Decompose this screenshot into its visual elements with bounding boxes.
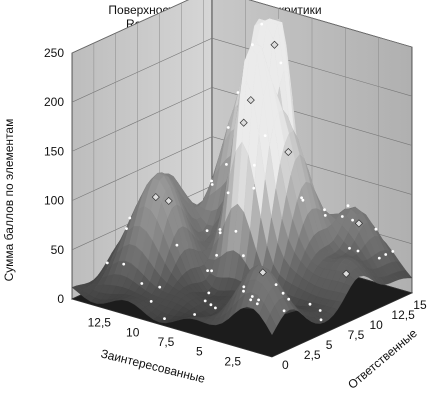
tick-labels: 0 50 100 150 200 250 2,5 5 7,5 10 12,5 0 2,5 5 7,5 10 12… xyxy=(44,46,427,372)
data-point xyxy=(377,256,381,260)
y-tick-label: 10 xyxy=(370,318,384,332)
data-point xyxy=(149,300,153,303)
data-point xyxy=(260,22,264,26)
data-point xyxy=(158,285,162,289)
data-point xyxy=(242,254,245,258)
data-point xyxy=(140,282,144,285)
z-tick-label: 200 xyxy=(44,95,64,109)
data-point xyxy=(318,309,322,312)
surface-cell xyxy=(265,313,277,336)
data-point xyxy=(236,91,240,94)
data-point xyxy=(391,250,395,253)
data-point xyxy=(210,269,214,273)
y-tick-label: 12,5 xyxy=(391,308,415,322)
data-point xyxy=(193,313,197,316)
data-point xyxy=(252,186,256,190)
peak-marker xyxy=(284,147,293,157)
x-tick-label: 12,5 xyxy=(88,316,112,330)
data-point xyxy=(218,231,222,235)
data-point xyxy=(251,43,254,47)
data-point xyxy=(252,163,256,167)
z-axis-label: Сумма баллов по элементам xyxy=(2,119,16,282)
peak-marker xyxy=(354,219,363,228)
data-point xyxy=(203,299,207,303)
data-point xyxy=(282,309,286,313)
x-tick-label: 10 xyxy=(126,325,140,339)
data-point xyxy=(163,317,166,320)
y-tick-label: 15 xyxy=(413,298,427,312)
data-point xyxy=(125,227,128,231)
data-point xyxy=(301,198,305,202)
peak-marker xyxy=(270,40,279,49)
data-point xyxy=(215,253,219,257)
data-point xyxy=(105,261,109,265)
data-points xyxy=(105,22,395,322)
z-tick-label: 150 xyxy=(44,144,64,158)
y-tick-label: 2,5 xyxy=(304,348,321,362)
data-point xyxy=(226,126,230,129)
data-point xyxy=(249,298,253,302)
x-tick-label: 2,5 xyxy=(224,354,241,368)
data-point xyxy=(279,61,283,65)
z-tick-label: 0 xyxy=(57,292,64,306)
data-point xyxy=(319,318,323,322)
peak-marker xyxy=(258,268,267,277)
peak-marker xyxy=(246,96,255,105)
y-tick-label: 5 xyxy=(326,338,333,352)
peak-marker xyxy=(164,196,173,205)
data-point xyxy=(175,243,179,247)
z-tick-label: 100 xyxy=(44,194,64,208)
data-point xyxy=(323,214,327,217)
data-point xyxy=(122,262,126,266)
data-point xyxy=(226,191,230,195)
data-point xyxy=(374,227,378,231)
x-tick-label: 7,5 xyxy=(158,335,175,349)
data-point xyxy=(128,216,132,220)
data-point xyxy=(300,196,303,200)
data-point xyxy=(207,291,211,295)
data-point xyxy=(214,306,217,310)
data-point xyxy=(281,291,285,295)
data-point xyxy=(225,163,228,166)
data-point xyxy=(351,218,354,222)
data-point xyxy=(384,253,388,256)
x-axis-label: Заинтересованные xyxy=(99,346,206,386)
data-point xyxy=(250,295,254,298)
data-point xyxy=(218,228,222,231)
peak-marker xyxy=(342,269,351,278)
data-point xyxy=(308,302,312,306)
data-point xyxy=(209,303,213,307)
data-point xyxy=(348,246,351,250)
data-point xyxy=(206,269,210,272)
data-point xyxy=(257,298,260,302)
z-tick-label: 250 xyxy=(44,46,64,60)
data-point xyxy=(346,204,350,208)
peak-marker xyxy=(151,193,160,202)
data-point xyxy=(242,285,246,289)
data-point xyxy=(263,134,267,138)
x-tick-label: 5 xyxy=(196,345,203,359)
data-point xyxy=(274,283,278,286)
data-point xyxy=(210,183,214,186)
data-point xyxy=(356,249,360,253)
z-tick-label: 50 xyxy=(51,243,65,257)
data-point xyxy=(287,297,291,301)
surface-mesh xyxy=(71,18,413,336)
data-point xyxy=(340,215,344,218)
data-point xyxy=(323,208,326,212)
y-tick-label: 0 xyxy=(282,358,289,372)
data-point xyxy=(242,289,245,293)
data-point xyxy=(234,229,238,233)
y-tick-label: 7,5 xyxy=(348,328,365,342)
data-point xyxy=(210,179,214,183)
peak-marker xyxy=(239,118,248,127)
data-point xyxy=(255,302,259,306)
data-point xyxy=(205,229,209,233)
